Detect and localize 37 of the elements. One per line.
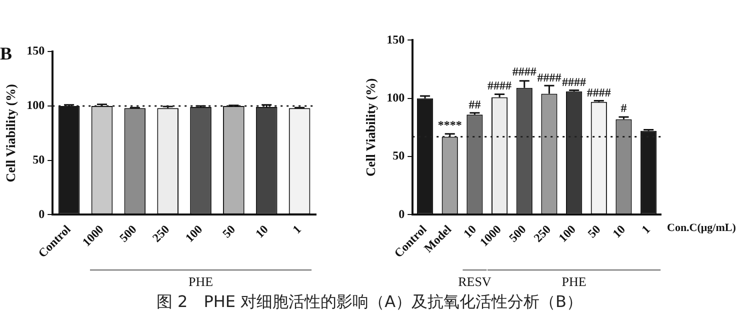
x-tick-label: 10	[610, 222, 628, 241]
x-axis-title: Con.C(μg/mL)	[667, 222, 736, 234]
y-tick-label: 50	[32, 152, 45, 166]
x-tick-label: 250	[530, 222, 554, 245]
x-tick-label: 10	[252, 222, 271, 241]
caption: 图 2 PHE 对细胞活性的影响（A）及抗氧化活性分析（B）	[155, 292, 584, 313]
annotation: ####	[562, 75, 586, 90]
annotation: ****	[438, 118, 462, 132]
y-tick-label: 0	[38, 206, 45, 221]
x-tick-label: 50	[220, 222, 238, 241]
text: PHE	[188, 274, 214, 289]
y-axis-title: Cell Viability (%)	[363, 78, 378, 177]
y-tick-label: 50	[392, 148, 405, 163]
x-tick-label: 50	[584, 222, 604, 241]
text: RESV	[458, 274, 492, 289]
y-axis-title: Cell Viability (%)	[3, 84, 18, 182]
annotation: ####	[586, 86, 611, 100]
x-tick-label: 250	[150, 222, 172, 245]
y-tick-label: 0	[398, 206, 405, 221]
x-tick-label: 1	[290, 222, 304, 236]
x-tick-label: 100	[182, 222, 206, 245]
x-tick-label: 500	[506, 222, 529, 245]
chart-title: B	[0, 43, 12, 64]
annotation: ####	[537, 70, 562, 84]
y-tick-label: 150	[26, 44, 45, 58]
annotation: ####	[512, 64, 536, 79]
x-tick-label: 500	[116, 222, 140, 245]
y-tick-label: 100	[386, 90, 405, 104]
x-tick-label: 10	[460, 222, 480, 241]
annotation: ##	[468, 97, 481, 112]
x-tick-label: 1	[638, 222, 653, 236]
y-tick-label: 100	[26, 98, 45, 112]
text: PHE	[562, 274, 586, 289]
annotation: #	[620, 101, 627, 116]
annotation: ####	[488, 78, 512, 93]
y-tick-label: 150	[386, 32, 405, 46]
x-tick-label: 100	[556, 222, 578, 245]
